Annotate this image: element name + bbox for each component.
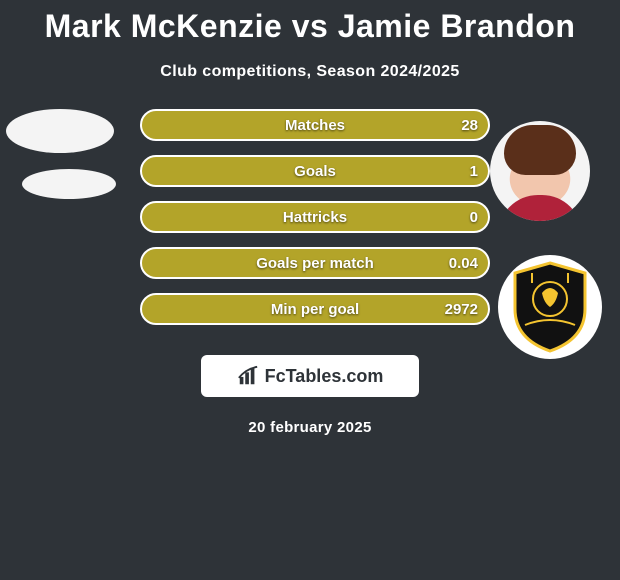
stat-bar: Min per goal2972: [140, 293, 490, 325]
page-subtitle: Club competitions, Season 2024/2025: [0, 63, 620, 81]
stat-value-right: 0.04: [449, 255, 478, 272]
stat-label: Goals: [142, 163, 488, 180]
page-title: Mark McKenzie vs Jamie Brandon: [0, 0, 620, 45]
stat-bar: Hattricks0: [140, 201, 490, 233]
stat-value-right: 2972: [445, 301, 478, 318]
right-player-avatar: [490, 121, 590, 221]
left-club-crest: [22, 169, 116, 199]
face-icon: [490, 121, 590, 221]
left-player-avatar: [6, 109, 114, 153]
stat-bar: Goals1: [140, 155, 490, 187]
brand-label: FcTables.com: [265, 366, 384, 387]
stat-label: Hattricks: [142, 209, 488, 226]
stat-label: Min per goal: [142, 301, 488, 318]
stat-bars: Matches28 Goals1 Hattricks0 Goals per match…: [140, 109, 490, 325]
stat-label: Matches: [142, 117, 488, 134]
stat-value-right: 28: [461, 117, 478, 134]
brand-box: FcTables.com: [201, 355, 419, 397]
brand-chart-icon: [237, 365, 259, 387]
right-club-crest: [498, 255, 602, 359]
stat-value-right: 0: [470, 209, 478, 226]
stat-label: Goals per match: [142, 255, 488, 272]
stat-bar: Matches28: [140, 109, 490, 141]
stat-bar: Goals per match0.04: [140, 247, 490, 279]
crest-icon: [510, 261, 590, 353]
page-date: 20 february 2025: [0, 419, 620, 436]
stat-value-right: 1: [470, 163, 478, 180]
comparison-content: Matches28 Goals1 Hattricks0 Goals per match…: [0, 109, 620, 325]
